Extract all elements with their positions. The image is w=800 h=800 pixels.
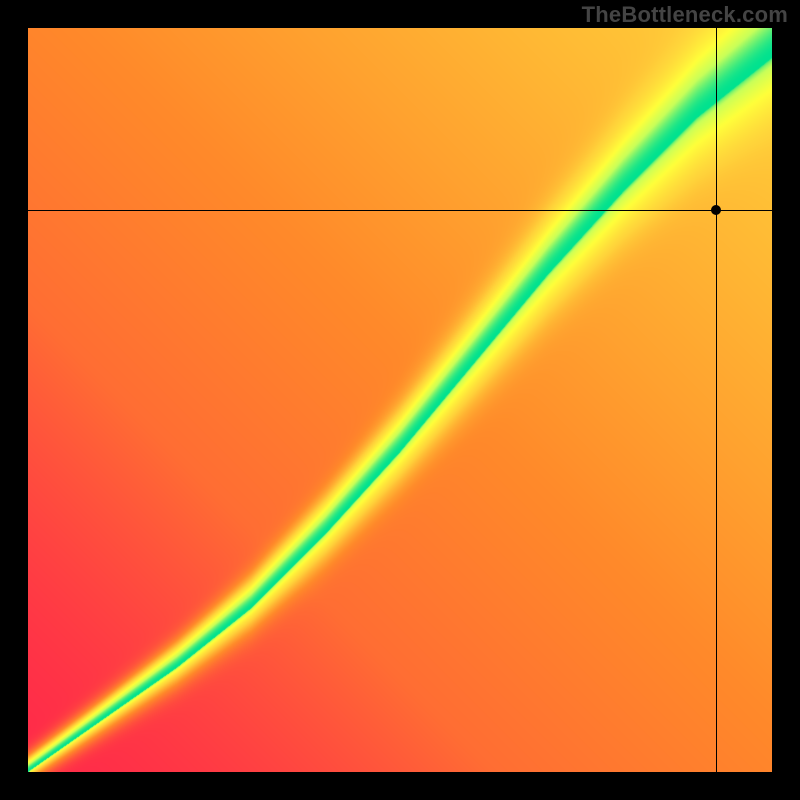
crosshair-horizontal (28, 210, 772, 211)
watermark-text: TheBottleneck.com (582, 2, 788, 28)
heatmap-plot (28, 28, 772, 772)
chart-root: { "watermark": { "text": "TheBottleneck.… (0, 0, 800, 800)
crosshair-vertical (716, 28, 717, 772)
heatmap-canvas (28, 28, 772, 772)
crosshair-marker (711, 205, 721, 215)
